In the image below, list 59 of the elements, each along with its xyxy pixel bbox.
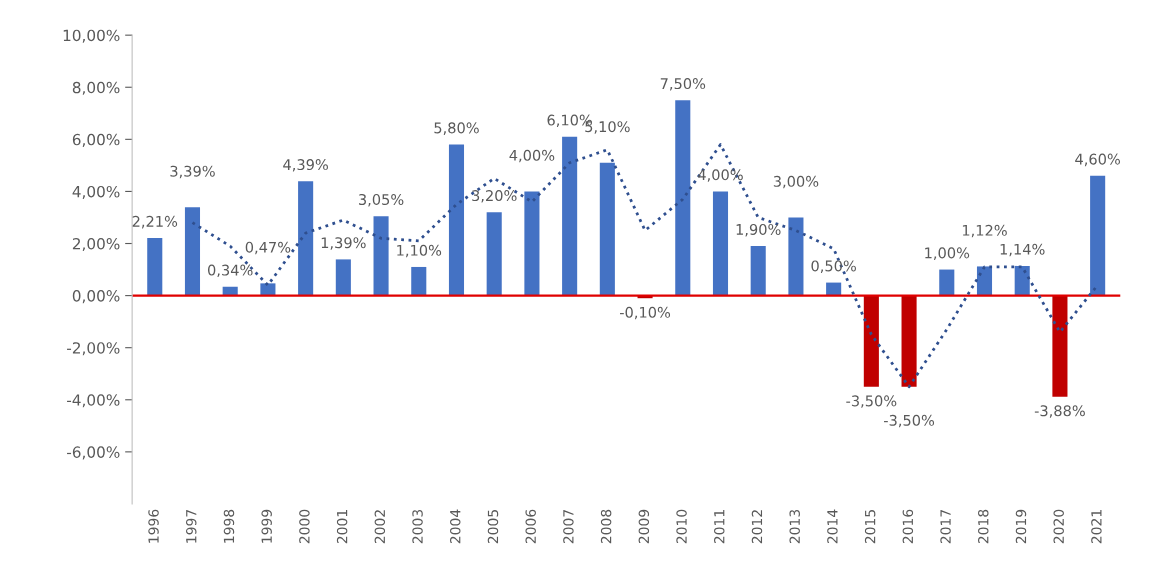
data-label: 2,21% xyxy=(132,215,178,229)
x-tick-label: 2000 xyxy=(299,509,310,544)
x-tick-label: 2005 xyxy=(487,510,499,544)
data-label: 3,39% xyxy=(170,165,215,179)
data-label: 0,50% xyxy=(811,260,856,273)
data-label: 4,60% xyxy=(1075,153,1121,167)
data-label: 5,80% xyxy=(434,122,479,135)
y-tick-label: -6,00% xyxy=(67,446,120,460)
x-tick-label: 2010 xyxy=(676,509,687,544)
x-tick-label: 2009 xyxy=(638,509,650,544)
x-tick-label: 2018 xyxy=(978,509,989,544)
data-label: 4,00% xyxy=(698,169,743,182)
data-label: 1,14% xyxy=(1000,243,1045,257)
x-tick-label: 2002 xyxy=(374,510,386,544)
y-tick-label: 8,00% xyxy=(72,81,120,95)
x-tick-label: 2013 xyxy=(789,509,800,544)
data-label: -3,50% xyxy=(883,414,935,428)
x-tick-label: 2015 xyxy=(864,510,876,544)
data-label: 3,05% xyxy=(359,193,404,207)
y-tick-label: 6,00% xyxy=(72,133,120,147)
x-tick-label: 2012 xyxy=(751,510,763,544)
x-tick-label: 2019 xyxy=(1015,509,1027,544)
y-tick-label: -4,00% xyxy=(67,394,120,408)
x-tick-label: 2011 xyxy=(714,510,725,544)
y-tick-label: 4,00% xyxy=(72,185,120,200)
data-label: 3,00% xyxy=(773,175,819,189)
data-label: -3,88% xyxy=(1034,405,1085,418)
x-tick-label: 2017 xyxy=(940,510,951,544)
data-label: 4,39% xyxy=(283,159,328,172)
x-tick-label: 2006 xyxy=(525,509,536,544)
data-label: -0,10% xyxy=(619,306,671,320)
x-tick-label: 2014 xyxy=(827,509,838,544)
data-label: 0,47% xyxy=(245,241,291,255)
y-tick-label: 2,00% xyxy=(72,237,120,252)
data-label: 4,00% xyxy=(509,149,555,163)
data-label: 1,90% xyxy=(736,223,781,237)
data-label: 1,00% xyxy=(925,247,970,260)
x-tick-label: 2021 xyxy=(1091,510,1102,544)
data-label: 7,50% xyxy=(660,78,706,91)
y-tick-label: 10,00% xyxy=(63,29,120,43)
data-label: -3,50% xyxy=(846,395,897,408)
data-label: 1,12% xyxy=(962,224,1007,238)
x-tick-label: 1998 xyxy=(223,509,235,543)
data-label: 0,34% xyxy=(207,264,253,278)
data-label: 3,20% xyxy=(472,190,517,203)
x-tick-label: 1999 xyxy=(261,509,272,543)
x-tick-label: 2004 xyxy=(450,509,461,544)
x-tick-label: 2008 xyxy=(600,509,612,544)
y-tick-label: -2,00% xyxy=(67,342,120,356)
x-tick-label: 2001 xyxy=(336,510,348,544)
x-tick-label: 2003 xyxy=(412,509,423,544)
data-label: 1,10% xyxy=(397,244,442,258)
x-tick-label: 2016 xyxy=(902,509,914,544)
data-label: 1,39% xyxy=(321,237,366,250)
x-tick-label: 2020 xyxy=(1053,509,1064,544)
x-tick-label: 2007 xyxy=(563,510,574,544)
y-tick-label: 0,00% xyxy=(72,290,120,304)
x-tick-label: 1996 xyxy=(148,509,159,543)
x-tick-label: 1997 xyxy=(186,510,197,543)
